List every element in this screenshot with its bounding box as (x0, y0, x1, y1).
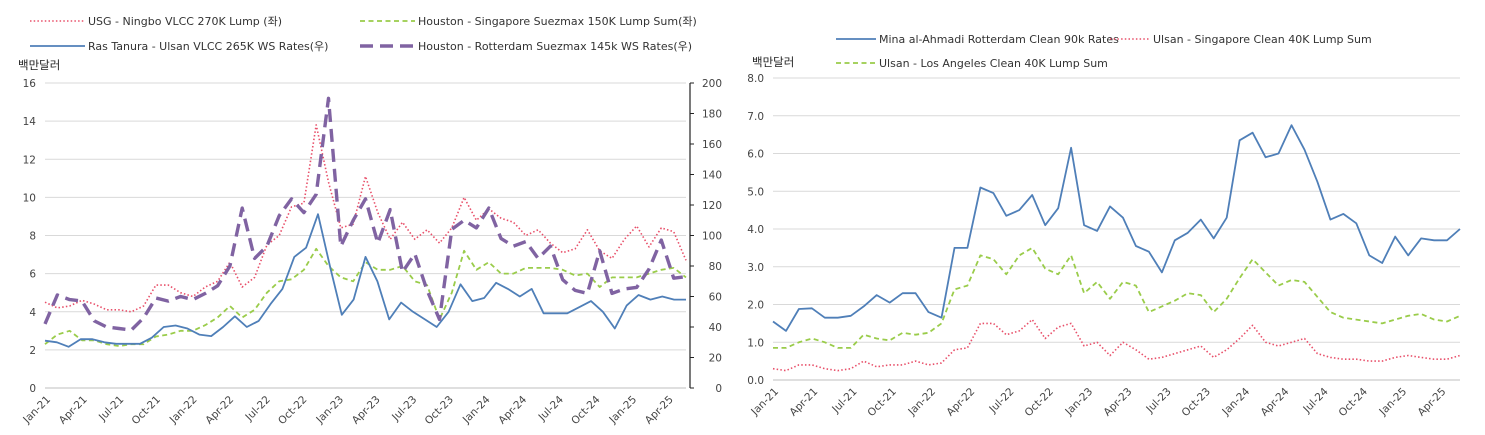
x-tick-label: Jan-25 (1376, 386, 1409, 419)
y-tick-label: 4 (29, 307, 36, 319)
x-tick-label: Oct-23 (423, 394, 456, 427)
x-tick-label: Jul-23 (1143, 386, 1173, 416)
y-tick-label: 5.0 (747, 186, 764, 198)
unit-label: 백만달러 (18, 58, 60, 72)
x-tick-label: Jul-24 (536, 393, 567, 424)
x-tick-label: Jan-25 (606, 394, 639, 427)
x-tick-label: Apr-25 (643, 394, 676, 427)
x-tick-label: Jan-24 (460, 393, 493, 426)
x-tick-label: Oct-22 (276, 394, 309, 427)
x-tick-label: Jul-21 (96, 394, 126, 424)
y2-tick-label: 20 (709, 353, 722, 365)
y-tick-label: 2 (29, 345, 36, 357)
y-tick-label: 3.0 (747, 262, 764, 274)
y2-tick-label: 160 (702, 139, 722, 151)
chart-2: 0.0 1.0 2.0 3.0 4.0 5.0 6.0 7.0 8.0 Jan-21 Apr-21 J… (747, 33, 1461, 419)
legend-label: Mina al-Ahmadi Rotterdam Clean 90k Rates (879, 33, 1119, 46)
x-tick-label: Jul-24 (1300, 385, 1331, 416)
y-tick-label: 14 (23, 116, 37, 128)
y2-tick-label: 120 (702, 200, 722, 212)
y2-tick-label: 180 (702, 109, 722, 121)
x-tick-label: Jul-22 (986, 386, 1016, 416)
y-tick-label: 0 (29, 383, 36, 395)
y-tick-label: 8.0 (747, 73, 764, 85)
legend-label: Ulsan - Singapore Clean 40K Lump Sum (1153, 33, 1372, 46)
series-line-3 (44, 213, 686, 348)
x-tick-label: Apr-21 (57, 394, 90, 427)
x-tick-label: Apr-21 (787, 386, 820, 419)
y-tick-label: 0.0 (747, 375, 764, 387)
x-tick-label: Apr-23 (350, 394, 383, 427)
legend-label: Ulsan - Los Angeles Clean 40K Lump Sum (879, 57, 1108, 70)
x-tick-label: Jul-23 (389, 394, 419, 424)
y-tick-label: 8 (29, 231, 36, 243)
x-tick-label: Jan-22 (905, 386, 938, 419)
x-tick-label: Apr-25 (1416, 386, 1449, 419)
y-tick-label: 1.0 (747, 337, 764, 349)
y2-tick-label: 100 (702, 231, 722, 243)
x-tick-label: Jan-22 (167, 394, 200, 427)
x-tick-label: Jan-21 (748, 386, 781, 419)
series-line-1 (44, 124, 687, 313)
y-tick-label: 6 (29, 269, 36, 281)
x-tick-label: Apr-22 (944, 386, 977, 419)
y2-tick-label: 140 (702, 170, 722, 182)
series-line-1 (772, 124, 1461, 332)
x-tick-label: Oct-21 (130, 394, 163, 427)
series-line-3 (773, 246, 1461, 349)
x-tick-label: Oct-24 (1337, 385, 1371, 419)
x-tick-label: Jul-22 (243, 394, 273, 424)
y-tick-label: 12 (23, 154, 36, 166)
x-tick-label: Oct-23 (1179, 386, 1212, 419)
x-tick-label: Apr-23 (1101, 386, 1134, 419)
legend-label: USG - Ningbo VLCC 270K Lump (좌) (88, 15, 282, 28)
x-tick-label: Apr-22 (203, 394, 236, 427)
y2-tick-label: 200 (702, 78, 722, 90)
x-tick-label: Apr-24 (496, 393, 529, 426)
x-tick-label: Oct-21 (865, 386, 898, 419)
x-tick-label: Apr-24 (1258, 385, 1291, 418)
legend-label: Houston - Singapore Suezmax 150K Lump Su… (418, 15, 697, 28)
x-tick-label: Oct-24 (569, 393, 603, 427)
series-line-4 (43, 96, 687, 332)
series-line-2 (772, 318, 1461, 372)
y-tick-label: 2.0 (747, 300, 764, 312)
y-tick-label: 7.0 (747, 111, 764, 123)
unit-label: 백만달러 (752, 55, 794, 69)
legend-label: Ras Tanura - Ulsan VLCC 265K WS Rates(우) (88, 40, 328, 53)
y2-tick-label: 40 (709, 322, 722, 334)
y-tick-label: 10 (23, 192, 36, 204)
y2-tick-label: 60 (709, 292, 722, 304)
x-tick-label: Oct-22 (1022, 386, 1055, 419)
x-tick-label: Jan-21 (20, 394, 53, 427)
y-tick-label: 4.0 (747, 224, 764, 236)
y2-tick-label: 80 (709, 261, 722, 273)
chart-1: 0246810121416020406080100120140160180200… (18, 15, 722, 427)
x-tick-label: Jan-23 (1062, 386, 1095, 419)
x-tick-label: Jan-23 (313, 394, 346, 427)
y2-tick-label: 0 (715, 383, 722, 395)
x-tick-label: Jul-21 (829, 386, 859, 416)
legend-label: Houston - Rotterdam Suezmax 145k WS Rate… (418, 40, 692, 53)
y-tick-label: 16 (23, 78, 37, 90)
y-tick-label: 6.0 (747, 149, 764, 161)
series-line-2 (44, 247, 687, 348)
x-tick-label: Jan-24 (1219, 385, 1252, 418)
